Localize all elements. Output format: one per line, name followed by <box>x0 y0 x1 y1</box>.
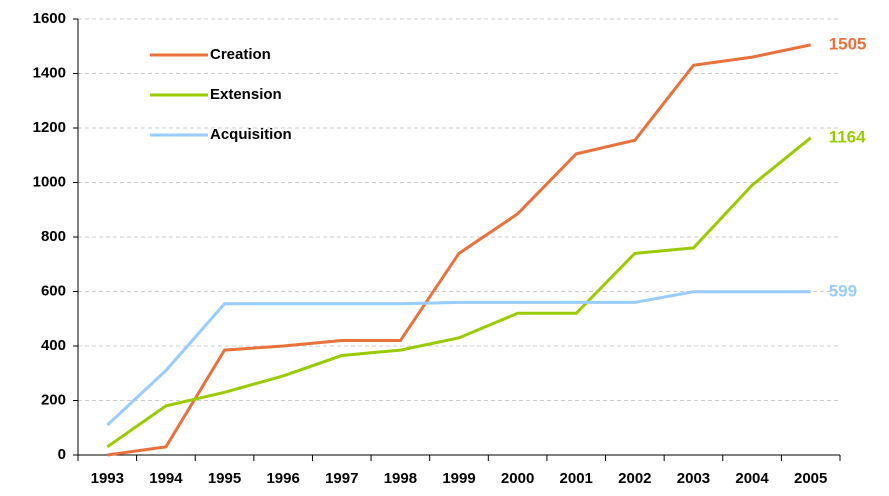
x-tick-label: 1997 <box>325 470 358 487</box>
x-tick-label: 1993 <box>91 470 124 487</box>
y-tick-label: 400 <box>41 337 66 354</box>
series-line <box>106 136 812 449</box>
end-label: 1505 <box>829 34 867 53</box>
y-tick-label: 1600 <box>33 10 66 27</box>
y-tick-label: 200 <box>41 391 66 408</box>
x-tick-label: 2005 <box>794 470 827 487</box>
y-tick-label: 1200 <box>33 119 66 136</box>
legend-label: Creation <box>210 46 271 63</box>
legend-label: Extension <box>210 86 282 103</box>
x-tick-label: 2000 <box>501 470 534 487</box>
y-tick-label: 0 <box>58 446 66 463</box>
end-label: 1164 <box>829 127 866 146</box>
x-tick-label: 2003 <box>677 470 710 487</box>
series-line <box>107 43 811 457</box>
legend-label: Acquisition <box>210 126 292 143</box>
y-tick-label: 1400 <box>33 64 66 81</box>
x-tick-label: 1994 <box>149 470 183 487</box>
x-tick-label: 1999 <box>442 470 475 487</box>
y-tick-label: 1000 <box>33 173 66 190</box>
y-tick-label: 600 <box>41 282 66 299</box>
y-tick-label: 800 <box>41 228 66 245</box>
x-tick-label: 1995 <box>208 470 241 487</box>
x-tick-label: 2002 <box>618 470 651 487</box>
x-tick-label: 2004 <box>735 470 769 487</box>
x-tick-label: 1996 <box>266 470 299 487</box>
series-line <box>106 290 811 427</box>
x-tick-label: 2001 <box>560 470 593 487</box>
x-tick-label: 1998 <box>384 470 417 487</box>
end-label: 599 <box>829 281 857 300</box>
